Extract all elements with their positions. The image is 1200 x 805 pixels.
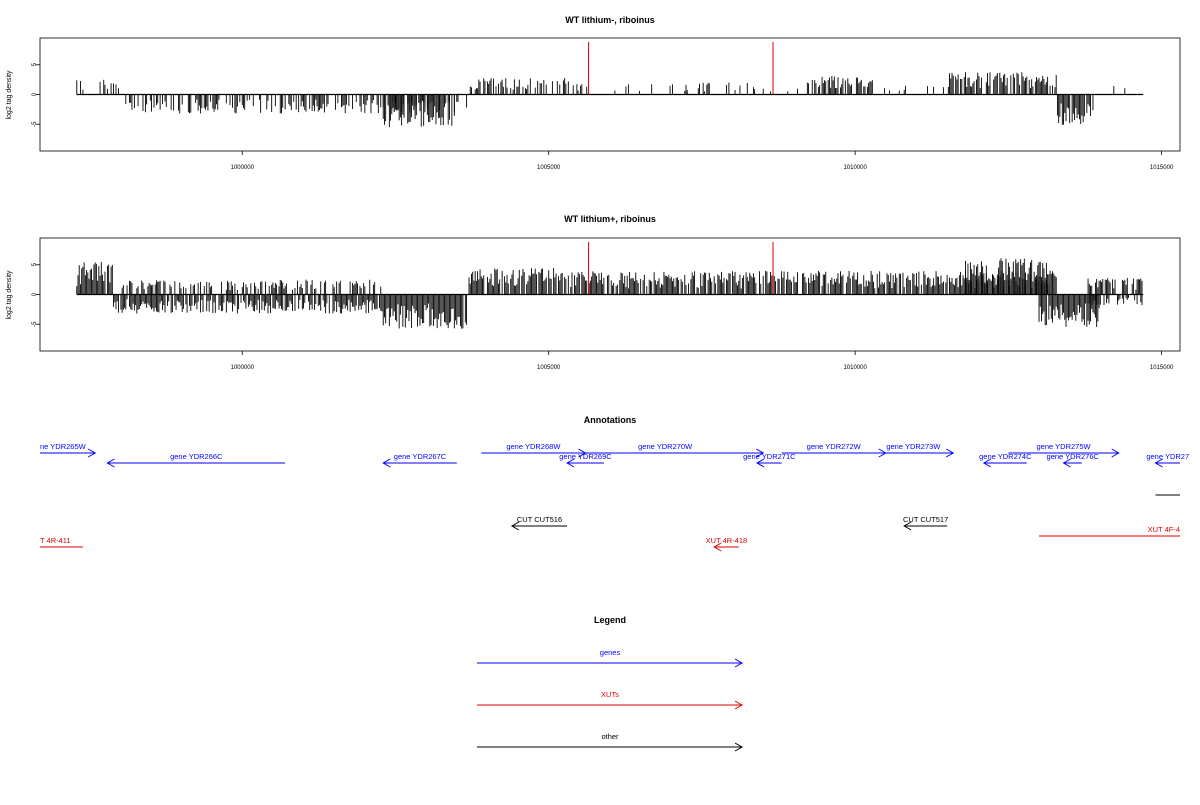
track-panel-lithium-minus: WT lithium-, riboinus 5 0 -5 1000000 100500… [6,15,1181,171]
panel-title: WT lithium-, riboinus [565,15,655,25]
gene-feature[interactable]: gene YDR275W [1008,442,1120,458]
panel-title: WT lithium+, riboinus [564,214,656,224]
marker-lines [588,242,774,295]
gene-feature[interactable]: ne YDR265W [40,442,97,458]
x-tick-label: 1015000 [1150,365,1174,371]
arrowhead [755,448,765,458]
arrowhead [756,458,765,468]
gene-label: gene YDR270W [638,442,693,451]
arrowhead [382,458,391,468]
annotations-title: Annotations [584,415,637,425]
signal-bars [76,258,1143,329]
y-axis-label: log2 tag density [6,70,13,120]
legend-entry-genes: genes [477,648,744,668]
legend-label: genes [600,648,621,657]
gene-feature[interactable]: gene YDR266C [106,452,286,468]
y-tick-label: 0 [32,292,38,296]
arrowhead [734,658,744,668]
annotation-features: ne YDR265W gene YDR266C gene YDR267C gene Y… [40,442,1189,552]
gene-label: gene YDR27 [1146,452,1189,461]
xut-label: XUT 4F-4 [1148,525,1180,534]
gene-label: ne YDR265W [40,442,87,451]
x-tick-label: 1010000 [843,365,867,371]
track-panel-lithium-plus: WT lithium+, riboinus 5 0 -5 1000000 100500… [6,214,1181,371]
gene-feature[interactable]: gene YDR269C [559,452,612,468]
legend-entry-other: other [477,732,744,752]
gene-label: gene YDR266C [170,452,223,461]
legend-entry-XUTs: XUTs [477,690,744,710]
other-label: CUT CUT516 [517,515,562,524]
y-axis-label: log2 tag density [6,270,13,320]
x-tick-label: 1010000 [843,165,867,171]
gene-feature[interactable]: gene YDR272W [781,442,887,458]
arrowhead [734,700,744,710]
arrowhead [566,458,575,468]
y-axis: 5 0 -5 [32,62,40,127]
arrowhead [945,448,955,458]
arrowhead [982,458,992,468]
xut-label: XUT 4R-418 [706,536,748,545]
arrowhead [510,521,520,531]
x-tick-label: 1015000 [1150,165,1174,171]
gene-feature[interactable]: gene YDR274C [979,452,1032,468]
gene-label: gene YDR271C [743,452,796,461]
y-tick-label: -5 [32,121,38,127]
gene-label: gene YDR267C [394,452,447,461]
arrowhead [734,742,744,752]
gene-feature[interactable]: gene YDR270W [567,442,765,458]
x-axis: 1000000 1005000 1010000 1015000 [231,351,1174,371]
gene-label: gene YDR276C [1047,452,1100,461]
arrowhead [1111,448,1120,458]
x-axis: 1000000 1005000 1010000 1015000 [231,151,1174,171]
x-tick-label: 1000000 [231,365,255,371]
legend: Legend genes XUTs other [477,615,744,752]
gene-feature[interactable]: gene YDR276C [1047,452,1100,468]
other-feature[interactable]: CUT CUT517 [903,515,948,531]
arrowhead [106,458,115,468]
gene-feature[interactable]: gene YDR271C [743,452,796,468]
gene-feature[interactable]: gene YDR273W [873,442,955,458]
xut-label: T 4R-411 [40,536,71,545]
annotations-track: Annotations ne YDR265W gene YDR266C gene Y… [40,415,1189,552]
xut-feature[interactable]: T 4R-411 [40,536,83,548]
xut-feature[interactable]: XUT 4F-4 [1039,525,1180,537]
gene-feature[interactable]: gene YDR27 [1146,452,1189,468]
x-tick-label: 1005000 [537,365,561,371]
other-label: CUT CUT517 [903,515,948,524]
arrowhead [1062,458,1071,468]
gene-label: gene YDR268W [506,442,561,451]
gene-label: gene YDR272W [807,442,862,451]
y-tick-label: -5 [32,321,38,327]
x-tick-label: 1000000 [231,165,255,171]
arrowhead [713,542,722,552]
gene-label: gene YDR275W [1037,442,1092,451]
arrowhead [903,521,912,531]
gene-label: gene YDR273W [886,442,941,451]
x-tick-label: 1005000 [537,165,561,171]
gene-feature[interactable]: gene YDR267C [382,452,457,468]
legend-label: XUTs [601,690,619,699]
xut-feature[interactable]: XUT 4R-418 [706,536,748,552]
arrowhead [1154,458,1163,468]
y-tick-label: 5 [32,62,38,66]
legend-title: Legend [594,615,626,625]
gene-label: gene YDR274C [979,452,1032,461]
signal-bars [76,72,1126,128]
other-feature[interactable]: CUT CUT516 [510,515,568,531]
arrowhead [87,448,97,458]
marker-lines [588,42,774,95]
y-tick-label: 5 [32,262,38,266]
y-axis: 5 0 -5 [32,262,40,327]
legend-label: other [601,732,619,741]
y-tick-label: 0 [32,92,38,96]
gene-label: gene YDR269C [559,452,612,461]
legend-entries: genes XUTs other [477,648,744,752]
